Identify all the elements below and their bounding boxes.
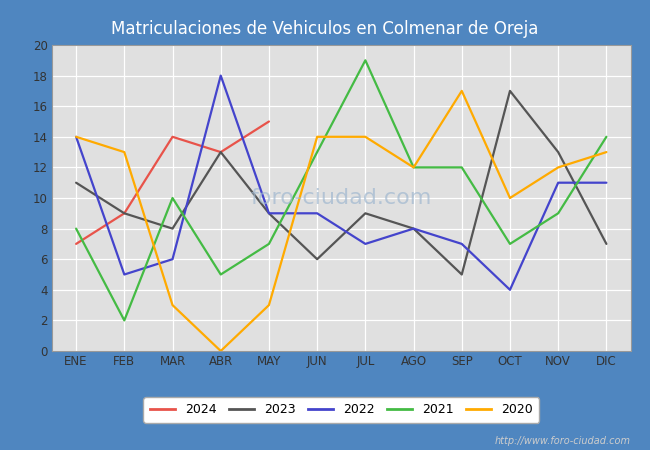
2021: [410, 165, 417, 170]
Line: 2020: 2020: [76, 91, 606, 351]
2022: [361, 241, 369, 247]
Line: 2023: 2023: [76, 91, 606, 274]
2020: [217, 348, 225, 354]
2020: [72, 134, 80, 140]
2024: [217, 149, 225, 155]
2021: [168, 195, 176, 201]
2022: [603, 180, 610, 185]
2021: [458, 165, 465, 170]
2022: [72, 134, 80, 140]
2023: [506, 88, 514, 94]
2022: [168, 256, 176, 262]
2020: [506, 195, 514, 201]
2020: [265, 302, 273, 308]
2021: [361, 58, 369, 63]
2020: [361, 134, 369, 140]
2020: [458, 88, 465, 94]
2020: [410, 165, 417, 170]
2021: [313, 149, 321, 155]
2022: [313, 211, 321, 216]
2023: [458, 272, 465, 277]
2022: [458, 241, 465, 247]
2021: [603, 134, 610, 140]
2023: [410, 226, 417, 231]
2024: [168, 134, 176, 140]
2023: [313, 256, 321, 262]
2020: [554, 165, 562, 170]
2023: [603, 241, 610, 247]
2023: [554, 149, 562, 155]
2020: [313, 134, 321, 140]
2021: [265, 241, 273, 247]
Line: 2022: 2022: [76, 76, 606, 290]
2023: [265, 211, 273, 216]
2021: [506, 241, 514, 247]
2023: [217, 149, 225, 155]
2021: [120, 318, 128, 323]
2020: [168, 302, 176, 308]
2021: [554, 211, 562, 216]
2022: [410, 226, 417, 231]
2023: [72, 180, 80, 185]
2022: [217, 73, 225, 78]
2022: [120, 272, 128, 277]
2022: [506, 287, 514, 292]
2021: [217, 272, 225, 277]
2020: [120, 149, 128, 155]
2024: [120, 211, 128, 216]
Text: Matriculaciones de Vehiculos en Colmenar de Oreja: Matriculaciones de Vehiculos en Colmenar…: [111, 20, 539, 38]
2022: [554, 180, 562, 185]
2023: [120, 211, 128, 216]
Line: 2024: 2024: [76, 122, 269, 244]
2023: [168, 226, 176, 231]
Text: foro-ciudad.com: foro-ciudad.com: [250, 188, 432, 208]
2024: [265, 119, 273, 124]
2020: [603, 149, 610, 155]
Text: http://www.foro-ciudad.com: http://www.foro-ciudad.com: [495, 436, 630, 446]
Legend: 2024, 2023, 2022, 2021, 2020: 2024, 2023, 2022, 2021, 2020: [144, 397, 539, 423]
2022: [265, 211, 273, 216]
2023: [361, 211, 369, 216]
2021: [72, 226, 80, 231]
Line: 2021: 2021: [76, 60, 606, 320]
2024: [72, 241, 80, 247]
